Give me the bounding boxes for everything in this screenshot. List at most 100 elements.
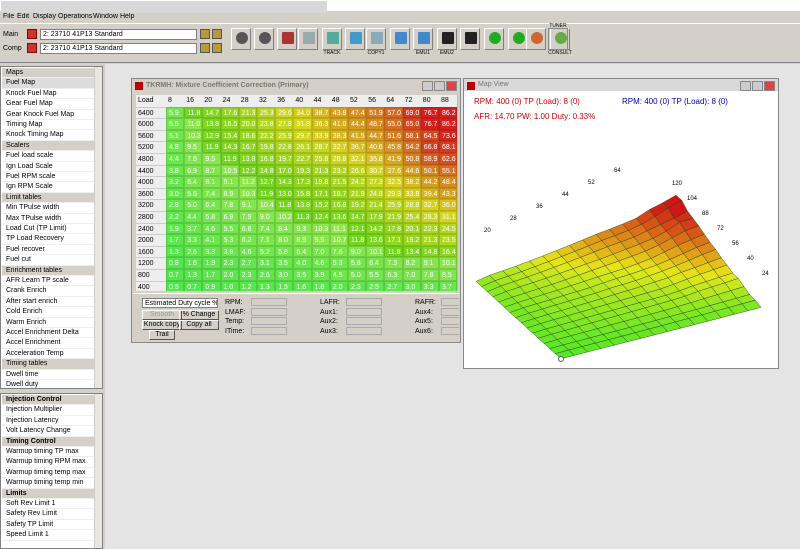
list-header[interactable]: Enrichment tables xyxy=(2,265,94,276)
table-cell[interactable]: 5.3 xyxy=(220,234,239,246)
table-cell[interactable]: 0.9 xyxy=(202,280,221,291)
table-cell[interactable]: 1.2 xyxy=(238,280,257,291)
table-cell[interactable]: 31.8 xyxy=(293,118,312,130)
list-item[interactable]: Volt Latency Change xyxy=(2,426,94,437)
table-cell[interactable]: 14.7 xyxy=(202,106,221,119)
table-cell[interactable]: 15.8 xyxy=(293,187,312,200)
table-cell[interactable]: 30.7 xyxy=(366,164,385,177)
table-cell[interactable]: 24.2 xyxy=(348,176,367,188)
table-cell[interactable]: 76.7 xyxy=(420,118,439,130)
list-header[interactable]: Scalers xyxy=(2,140,94,152)
table-cell[interactable]: 9.5 xyxy=(184,141,203,153)
list-item[interactable]: Load Cut (TP Limit) xyxy=(2,224,94,235)
table-cell[interactable]: 2.3 xyxy=(220,257,239,269)
list-item[interactable]: Max TPulse width xyxy=(2,213,94,224)
table-cell[interactable]: 14.3 xyxy=(275,176,294,188)
list-item[interactable]: Speed Limit 1 xyxy=(2,530,94,541)
toolbar-button[interactable] xyxy=(413,28,433,50)
table-cell[interactable]: 24.8 xyxy=(366,187,385,200)
table-cell[interactable]: 0.8 xyxy=(166,257,185,269)
table-cell[interactable]: 31.1 xyxy=(439,211,458,223)
list-item[interactable]: TP Load Recovery xyxy=(2,234,94,245)
table-cell[interactable]: 3.8 xyxy=(166,164,185,177)
toolbar-button[interactable] xyxy=(254,28,274,50)
table-cell[interactable]: 2.7 xyxy=(384,280,403,291)
table-cell[interactable]: 5.8 xyxy=(202,211,221,223)
table-cell[interactable]: 68.1 xyxy=(439,141,458,153)
table-cell[interactable]: 54.2 xyxy=(402,141,421,153)
menu-item[interactable]: Operations xyxy=(58,13,93,20)
table-cell[interactable]: 9.1 xyxy=(238,199,257,211)
table-cell[interactable]: 13.0 xyxy=(275,187,294,200)
table-cell[interactable]: 11.3 xyxy=(293,211,312,223)
table-cell[interactable]: 73.6 xyxy=(439,129,458,142)
table-cell[interactable]: 25.3 xyxy=(257,106,276,119)
table-cell[interactable]: 22.8 xyxy=(275,141,294,153)
table-cell[interactable]: 40.6 xyxy=(366,141,385,153)
table-cell[interactable]: 5.5 xyxy=(366,269,385,281)
table-cell[interactable]: 28.7 xyxy=(311,141,330,153)
table-cell[interactable]: 6.4 xyxy=(366,257,385,269)
toolbar-button[interactable] xyxy=(437,28,457,50)
table-cell[interactable]: 57.0 xyxy=(384,106,403,119)
table-cell[interactable]: 25.4 xyxy=(402,211,421,223)
file-icon[interactable] xyxy=(200,29,210,39)
table-cell[interactable]: 22.2 xyxy=(257,129,276,142)
list-item[interactable]: Ign RPM Scale xyxy=(2,182,94,193)
window-button[interactable] xyxy=(740,81,751,91)
table-cell[interactable]: 86.2 xyxy=(439,106,458,119)
table-cell[interactable]: 25.9 xyxy=(384,199,403,211)
table-cell[interactable]: 6.4 xyxy=(184,176,203,188)
list-item[interactable]: Acceleration Temp xyxy=(2,348,94,360)
table-cell[interactable]: 7.3 xyxy=(384,257,403,269)
table-cell[interactable]: 9.9 xyxy=(311,234,330,246)
toolbar-button[interactable] xyxy=(526,28,546,50)
table-cell[interactable]: 11.9 xyxy=(202,141,221,153)
clear-icon[interactable] xyxy=(27,29,37,39)
table-cell[interactable]: 7.8 xyxy=(220,199,239,211)
menu-item[interactable]: Edit xyxy=(17,13,30,20)
table-cell[interactable]: 22.3 xyxy=(420,222,439,235)
toolbar-button[interactable] xyxy=(345,28,365,50)
table-cell[interactable]: 3.3 xyxy=(202,245,221,258)
table-cell[interactable]: 4.4 xyxy=(166,153,185,165)
table-cell[interactable]: 39.4 xyxy=(420,187,439,200)
table-cell[interactable]: 0.7 xyxy=(184,280,203,291)
table-cell[interactable]: 26.6 xyxy=(348,164,367,177)
table-cell[interactable]: 65.0 xyxy=(402,118,421,130)
table-cell[interactable]: 28.8 xyxy=(402,199,421,211)
table-cell[interactable]: 5.1 xyxy=(166,129,185,142)
table-cell[interactable]: 33.8 xyxy=(402,187,421,200)
list-item[interactable]: Warmup timing TP max xyxy=(2,447,94,458)
list-item[interactable]: Cold Enrich xyxy=(2,307,94,318)
table-cell[interactable]: 17.1 xyxy=(311,187,330,200)
list-item[interactable]: Ign Load Scale xyxy=(2,161,94,172)
table-cell[interactable]: 21.9 xyxy=(348,187,367,200)
table-cell[interactable]: 1.8 xyxy=(311,280,330,291)
table-cell[interactable]: 8.5 xyxy=(439,269,458,281)
window-button[interactable] xyxy=(752,81,763,91)
table-cell[interactable]: 23.5 xyxy=(439,234,458,246)
button[interactable]: Knock copy xyxy=(142,320,182,330)
select[interactable]: Estimated Duty cycle % xyxy=(142,298,218,308)
table-cell[interactable]: 8.7 xyxy=(202,164,221,177)
table-cell[interactable]: 6.9 xyxy=(220,211,239,223)
table-cell[interactable]: 21.3 xyxy=(238,106,257,119)
table-cell[interactable]: 12.1 xyxy=(348,222,367,235)
table-cell[interactable]: 16.5 xyxy=(220,118,239,130)
list-item[interactable]: Dwell duty xyxy=(2,380,94,388)
table-cell[interactable]: 44.6 xyxy=(402,164,421,177)
table-cell[interactable]: 2.8 xyxy=(166,199,185,211)
table-cell[interactable]: 19.3 xyxy=(293,164,312,177)
table-cell[interactable]: 7.8 xyxy=(420,269,439,281)
table-cell[interactable]: 11.8 xyxy=(348,234,367,246)
table-cell[interactable]: 29.7 xyxy=(293,129,312,142)
table-cell[interactable]: 16.8 xyxy=(329,199,348,211)
table-cell[interactable]: 2.3 xyxy=(348,280,367,291)
table-cell[interactable]: 76.7 xyxy=(420,106,439,119)
table-cell[interactable]: 19.8 xyxy=(311,176,330,188)
table-cell[interactable]: 7.4 xyxy=(257,222,276,235)
table-cell[interactable]: 10.7 xyxy=(329,234,348,246)
table-cell[interactable]: 3.3 xyxy=(184,234,203,246)
table-cell[interactable]: 14.8 xyxy=(420,245,439,258)
